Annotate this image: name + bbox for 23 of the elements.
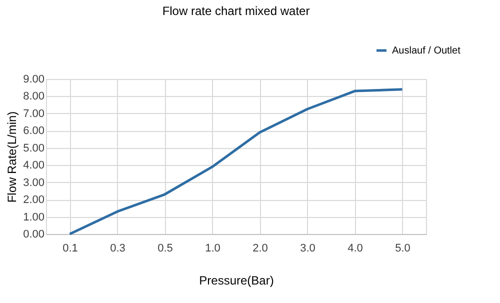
y-tick-label: 5.00 bbox=[23, 142, 44, 154]
x-tick-label: 0.5 bbox=[158, 242, 173, 254]
y-tick-label: 8.00 bbox=[23, 90, 44, 103]
y-axis-title: Flow Rate(L/min) bbox=[5, 111, 20, 203]
chart-title: Flow rate chart mixed water bbox=[162, 4, 310, 18]
x-tick-label: 0.3 bbox=[110, 242, 126, 254]
x-tick-label: 5.0 bbox=[395, 242, 410, 254]
y-tick-label: 0.00 bbox=[23, 228, 44, 240]
y-tick-label: 9.00 bbox=[23, 74, 44, 86]
y-tick-label: 3.00 bbox=[23, 176, 44, 189]
y-tick-label: 6.00 bbox=[23, 125, 44, 138]
x-tick-label: 4.0 bbox=[348, 242, 363, 254]
legend-label: Auslauf / Outlet bbox=[392, 46, 461, 56]
line-series bbox=[68, 88, 404, 236]
y-tick-label: 4.00 bbox=[23, 160, 44, 172]
x-tick-label: 1.0 bbox=[205, 242, 220, 254]
x-tick-label: 2.0 bbox=[252, 242, 268, 254]
x-tick-label: 3.0 bbox=[300, 242, 316, 254]
x-axis-title: Pressure(Bar) bbox=[199, 274, 274, 288]
x-tick-label: 0.1 bbox=[62, 242, 78, 254]
y-tick-label: 1.00 bbox=[23, 211, 44, 224]
y-tick-label: 7.00 bbox=[23, 108, 44, 120]
y-tick-label: 2.00 bbox=[23, 194, 44, 206]
